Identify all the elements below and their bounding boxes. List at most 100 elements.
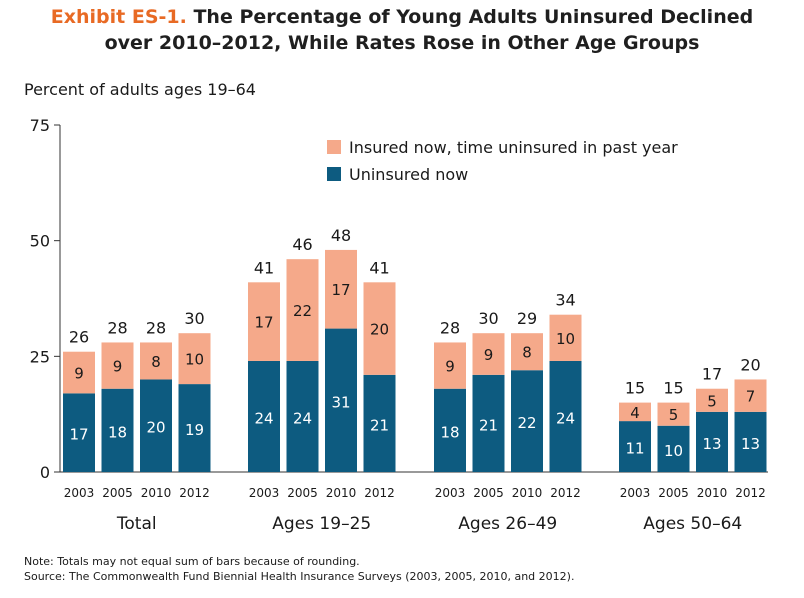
bar-insured-gap: [325, 249, 357, 329]
data-label-total: 26: [69, 328, 89, 347]
data-label-insured-gap: 9: [74, 365, 84, 383]
x-tick-label: 2012: [364, 486, 395, 500]
chart-notes: Note: Totals may not equal sum of bars b…: [24, 554, 574, 584]
data-label-insured-gap: 10: [556, 330, 575, 348]
data-label-uninsured: 24: [254, 409, 273, 427]
chart-title: Exhibit ES-1. The Percentage of Young Ad…: [0, 4, 804, 56]
bar-uninsured: [101, 388, 134, 472]
data-label-insured-gap: 20: [370, 321, 389, 339]
title-prefix: Exhibit ES-1.: [50, 6, 187, 28]
data-label-total: 15: [625, 379, 645, 398]
bar-insured-gap: [101, 342, 134, 389]
data-label-total: 48: [331, 226, 351, 245]
data-label-total: 28: [146, 318, 166, 337]
bar-uninsured: [511, 370, 543, 472]
source-text: Source: The Commonwealth Fund Biennial H…: [24, 570, 575, 583]
group-label: Ages 19–25: [272, 514, 371, 534]
data-label-uninsured: 22: [517, 414, 536, 432]
bar-uninsured: [63, 393, 95, 472]
bar-uninsured: [472, 374, 505, 472]
data-label-uninsured: 10: [664, 442, 683, 460]
data-label-total: 28: [107, 318, 127, 337]
data-label-total: 29: [517, 309, 537, 328]
data-label-insured-gap: 9: [113, 358, 123, 376]
bar-insured-gap: [434, 342, 466, 389]
data-label-uninsured: 20: [146, 419, 165, 437]
data-label-uninsured: 31: [331, 393, 350, 411]
data-label-insured-gap: 9: [445, 358, 455, 376]
data-label-uninsured: 24: [556, 409, 575, 427]
bar-uninsured: [619, 421, 651, 472]
bar-insured-gap: [657, 402, 690, 426]
data-label-uninsured: 18: [440, 423, 459, 441]
data-label-uninsured: 24: [293, 409, 312, 427]
bar-insured-gap: [248, 282, 280, 361]
data-label-total: 30: [184, 309, 204, 328]
legend-swatch-uninsured: [327, 167, 341, 181]
bar-uninsured: [248, 360, 280, 472]
data-label-uninsured: 19: [185, 421, 204, 439]
data-label-uninsured: 21: [370, 416, 389, 434]
bar-uninsured: [286, 360, 319, 472]
bar-uninsured: [363, 374, 396, 472]
x-tick-label: 2003: [249, 486, 280, 500]
x-tick-label: 2012: [179, 486, 210, 500]
bar-uninsured: [178, 384, 211, 472]
x-tick-label: 2010: [697, 486, 728, 500]
title-line-1: The Percentage of Young Adults Uninsured…: [186, 6, 754, 28]
x-tick-label: 2010: [512, 486, 543, 500]
data-label-insured-gap: 4: [630, 404, 640, 422]
data-label-total: 34: [555, 291, 575, 310]
data-label-uninsured: 11: [625, 440, 644, 458]
data-label-insured-gap: 8: [151, 353, 161, 371]
bar-insured-gap: [363, 282, 396, 375]
data-label-uninsured: 18: [108, 423, 127, 441]
bar-insured-gap: [286, 259, 319, 361]
group-label: Total: [116, 514, 157, 534]
data-label-insured-gap: 17: [331, 281, 350, 299]
group-label: Ages 26–49: [458, 514, 557, 534]
bar-insured-gap: [696, 388, 728, 412]
data-label-uninsured: 17: [69, 426, 88, 444]
data-label-insured-gap: 5: [707, 392, 717, 410]
y-tick-label: 0: [40, 463, 50, 482]
data-label-uninsured: 21: [479, 416, 498, 434]
data-label-insured-gap: 5: [669, 406, 679, 424]
data-label-total: 15: [663, 379, 683, 398]
bar-insured-gap: [511, 333, 543, 371]
data-label-insured-gap: 10: [185, 351, 204, 369]
data-label-total: 41: [369, 258, 389, 277]
bar-uninsured: [734, 411, 767, 472]
data-label-total: 17: [702, 365, 722, 384]
data-label-total: 41: [254, 258, 274, 277]
x-tick-label: 2012: [550, 486, 581, 500]
legend-label-uninsured: Uninsured now: [349, 165, 468, 184]
x-tick-label: 2010: [141, 486, 172, 500]
bar-uninsured: [325, 328, 357, 472]
bar-insured-gap: [619, 402, 651, 422]
title-line-2: over 2010–2012, While Rates Rose in Othe…: [104, 32, 700, 54]
data-label-uninsured: 13: [741, 435, 760, 453]
bar-insured-gap: [472, 333, 505, 375]
data-label-insured-gap: 8: [522, 344, 532, 362]
bar-insured-gap: [549, 314, 582, 361]
note-text: Note: Totals may not equal sum of bars b…: [24, 555, 360, 568]
x-tick-label: 2005: [102, 486, 133, 500]
y-tick-label: 25: [30, 347, 50, 366]
bar-uninsured: [696, 411, 728, 472]
bar-uninsured: [657, 425, 690, 472]
bar-insured-gap: [734, 379, 767, 412]
x-tick-label: 2003: [64, 486, 95, 500]
bar-insured-gap: [140, 342, 172, 380]
x-tick-label: 2010: [326, 486, 357, 500]
data-label-total: 46: [292, 235, 312, 254]
bar-uninsured: [434, 388, 466, 472]
data-label-insured-gap: 9: [484, 346, 494, 364]
group-label: Ages 50–64: [643, 514, 742, 534]
x-tick-label: 2005: [658, 486, 689, 500]
x-tick-label: 2003: [435, 486, 466, 500]
x-tick-label: 2003: [620, 486, 651, 500]
data-label-insured-gap: 7: [746, 388, 756, 406]
x-tick-label: 2012: [735, 486, 766, 500]
